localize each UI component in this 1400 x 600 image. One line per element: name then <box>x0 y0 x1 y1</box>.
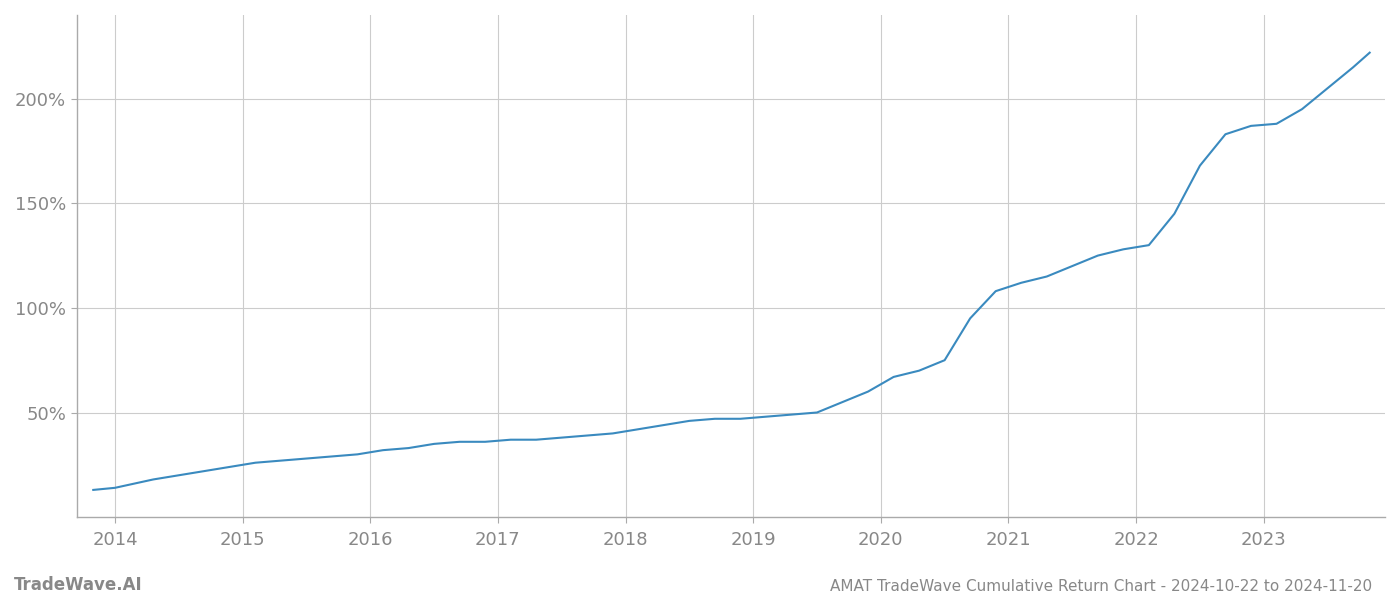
Text: TradeWave.AI: TradeWave.AI <box>14 576 143 594</box>
Text: AMAT TradeWave Cumulative Return Chart - 2024-10-22 to 2024-11-20: AMAT TradeWave Cumulative Return Chart -… <box>830 579 1372 594</box>
